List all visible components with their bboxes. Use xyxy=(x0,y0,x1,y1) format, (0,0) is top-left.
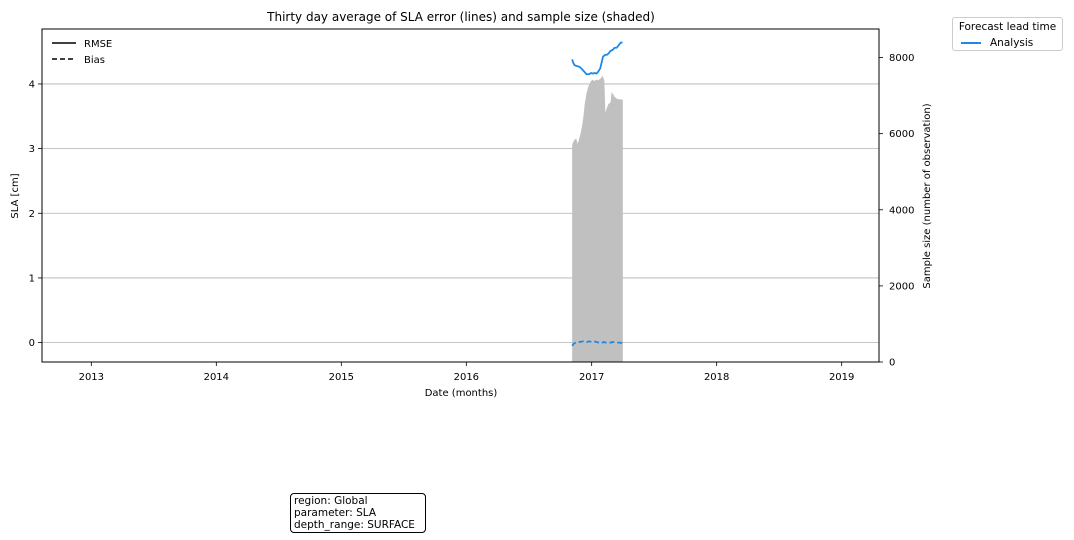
sample-size-area xyxy=(572,75,623,362)
x-tick-label: 2014 xyxy=(204,372,229,383)
info-box: region: Global parameter: SLA depth_rang… xyxy=(290,493,426,533)
x-tick-label: 2013 xyxy=(79,372,104,383)
y-axis-right: 0 2000 4000 6000 8000 xyxy=(879,53,914,369)
lead-time-legend-title: Forecast lead time xyxy=(958,21,1057,33)
y2-tick-label: 8000 xyxy=(889,53,914,64)
series-legend: RMSE Bias xyxy=(52,39,112,66)
y-axis-left: 0 1 2 3 4 xyxy=(29,79,42,349)
y-axis-label: SLA [cm] xyxy=(10,173,21,218)
y-tick-label: 4 xyxy=(29,79,35,90)
chart-title: Thirty day average of SLA error (lines) … xyxy=(266,10,655,24)
y-tick-label: 1 xyxy=(29,273,35,284)
sample-size-fill xyxy=(572,75,623,362)
x-tick-label: 2017 xyxy=(579,372,604,383)
y-tick-label: 3 xyxy=(29,144,35,155)
x-tick-label: 2018 xyxy=(704,372,729,383)
y-tick-label: 2 xyxy=(29,209,35,220)
series-line-bias xyxy=(571,340,623,347)
info-depth-range: depth_range: SURFACE xyxy=(294,519,415,531)
plot-frame xyxy=(41,28,880,363)
series-line-rmse xyxy=(571,41,623,76)
legend-analysis-swatch xyxy=(961,42,981,44)
x-axis: 2013 2014 2015 2016 2017 2018 2019 xyxy=(79,362,854,383)
info-parameter: parameter: SLA xyxy=(294,507,377,519)
x-tick-label: 2016 xyxy=(454,372,479,383)
y2-tick-label: 4000 xyxy=(889,205,914,216)
legend-rmse-label: RMSE xyxy=(84,39,112,50)
legend-analysis-label: Analysis xyxy=(990,37,1034,49)
x-axis-label: Date (months) xyxy=(425,388,498,399)
lead-time-legend-entry: Analysis xyxy=(961,37,1033,49)
lead-time-legend: Forecast lead time Analysis xyxy=(952,17,1063,51)
x-tick-label: 2015 xyxy=(329,372,354,383)
y2-tick-label: 0 xyxy=(889,358,895,369)
legend-bias-label: Bias xyxy=(84,55,105,66)
info-region: region: Global xyxy=(294,495,368,507)
x-tick-label: 2019 xyxy=(829,372,854,383)
grid xyxy=(42,83,879,344)
y2-tick-label: 2000 xyxy=(889,281,914,292)
y2-tick-label: 6000 xyxy=(889,129,914,140)
y-tick-label: 0 xyxy=(29,338,35,349)
y2-axis-label: Sample size (number of observation) xyxy=(922,103,933,288)
series-lines xyxy=(571,41,623,347)
